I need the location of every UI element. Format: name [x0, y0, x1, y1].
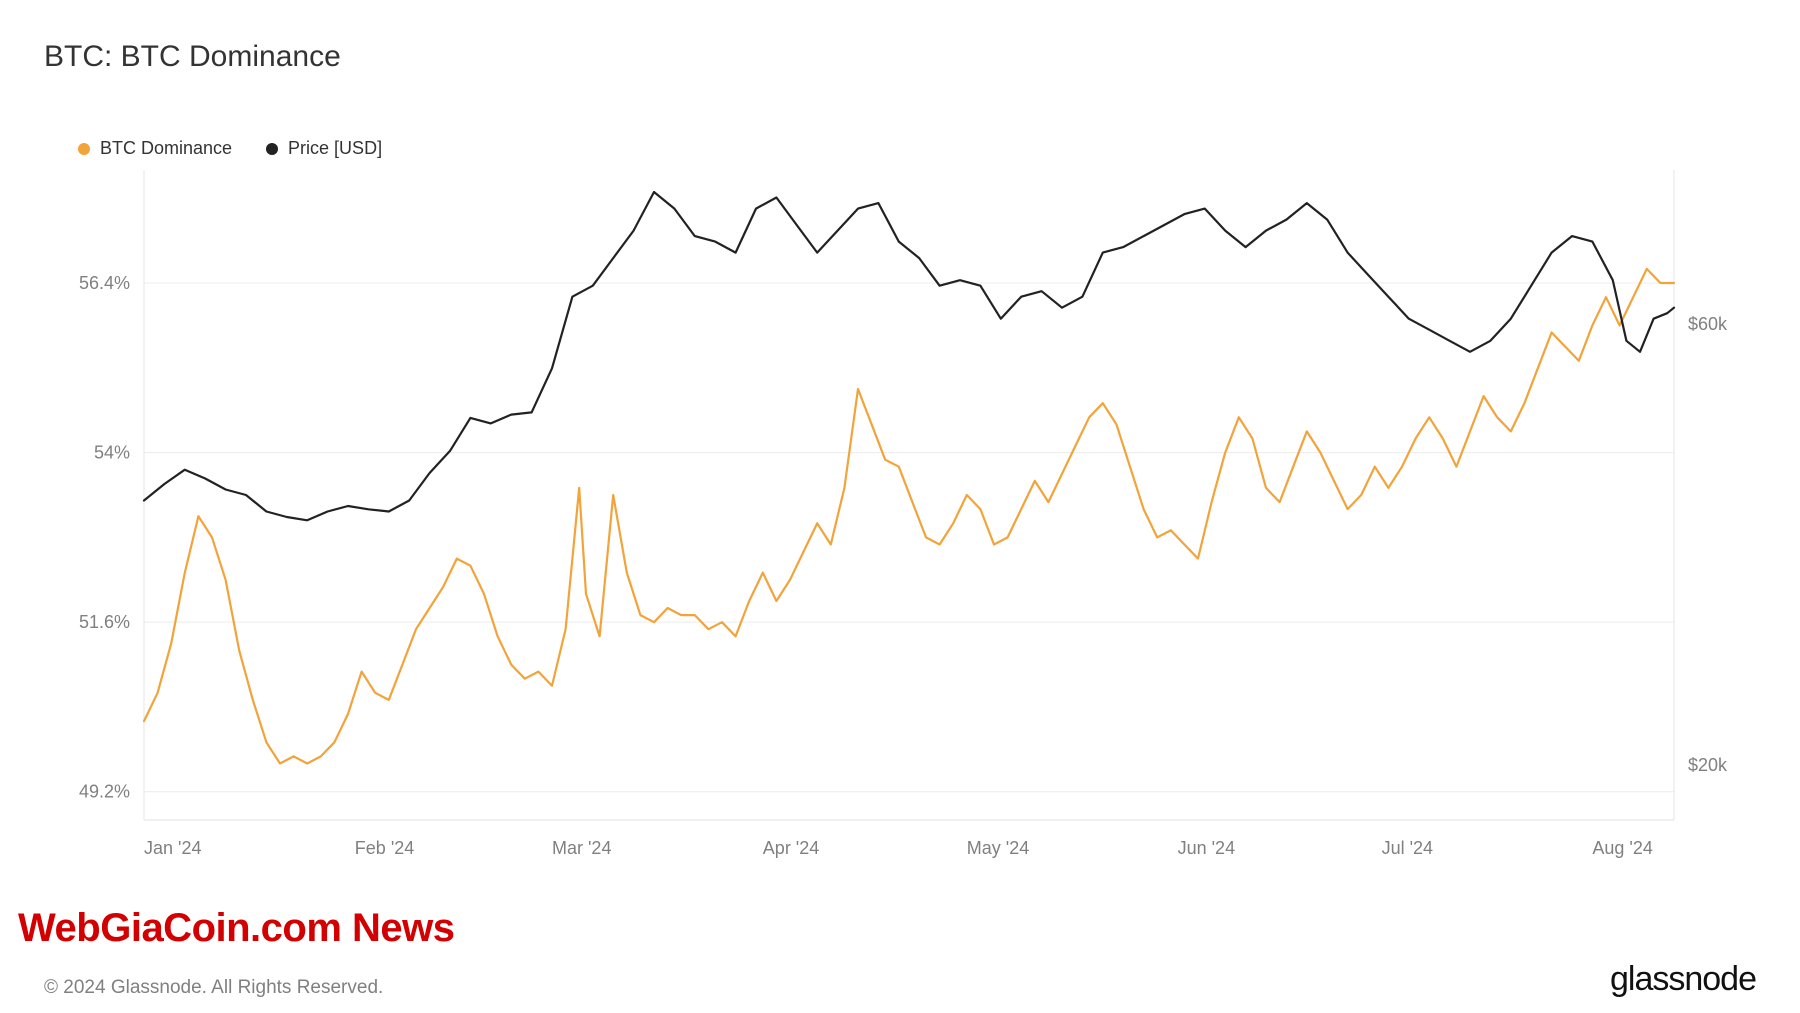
chart-title: BTC: BTC Dominance — [44, 40, 341, 74]
legend-dot-icon — [78, 143, 90, 155]
legend-item-price[interactable]: Price [USD] — [266, 138, 382, 159]
chart-container: BTC: BTC Dominance BTC Dominance Price [… — [0, 0, 1800, 1013]
svg-text:$60k: $60k — [1688, 314, 1728, 334]
copyright-text: © 2024 Glassnode. All Rights Reserved. — [44, 977, 383, 999]
svg-text:Jan '24: Jan '24 — [144, 838, 201, 858]
svg-text:Jul '24: Jul '24 — [1382, 838, 1433, 858]
svg-text:Apr '24: Apr '24 — [763, 838, 819, 858]
svg-text:54%: 54% — [94, 443, 130, 463]
svg-text:56.4%: 56.4% — [79, 273, 130, 293]
plot-area: 49.2% 51.6% 54% 56.4% $20k $60k Jan '24 Feb '24… — [44, 170, 1744, 870]
svg-text:Jun '24: Jun '24 — [1178, 838, 1235, 858]
chart-legend: BTC Dominance Price [USD] — [78, 138, 382, 159]
svg-text:Aug '24: Aug '24 — [1592, 838, 1653, 858]
watermark-text: WebGiaCoin.com News — [18, 906, 455, 951]
brand-logo: glassnode — [1610, 960, 1756, 999]
svg-text:Feb '24: Feb '24 — [355, 838, 414, 858]
legend-label: BTC Dominance — [100, 138, 232, 159]
legend-dot-icon — [266, 143, 278, 155]
svg-text:May '24: May '24 — [967, 838, 1029, 858]
legend-label: Price [USD] — [288, 138, 382, 159]
svg-text:$20k: $20k — [1688, 755, 1728, 775]
svg-text:51.6%: 51.6% — [79, 612, 130, 632]
svg-text:49.2%: 49.2% — [79, 782, 130, 802]
svg-text:Mar '24: Mar '24 — [552, 838, 611, 858]
chart-svg: 49.2% 51.6% 54% 56.4% $20k $60k Jan '24 Feb '24… — [44, 170, 1744, 870]
legend-item-dominance[interactable]: BTC Dominance — [78, 138, 232, 159]
